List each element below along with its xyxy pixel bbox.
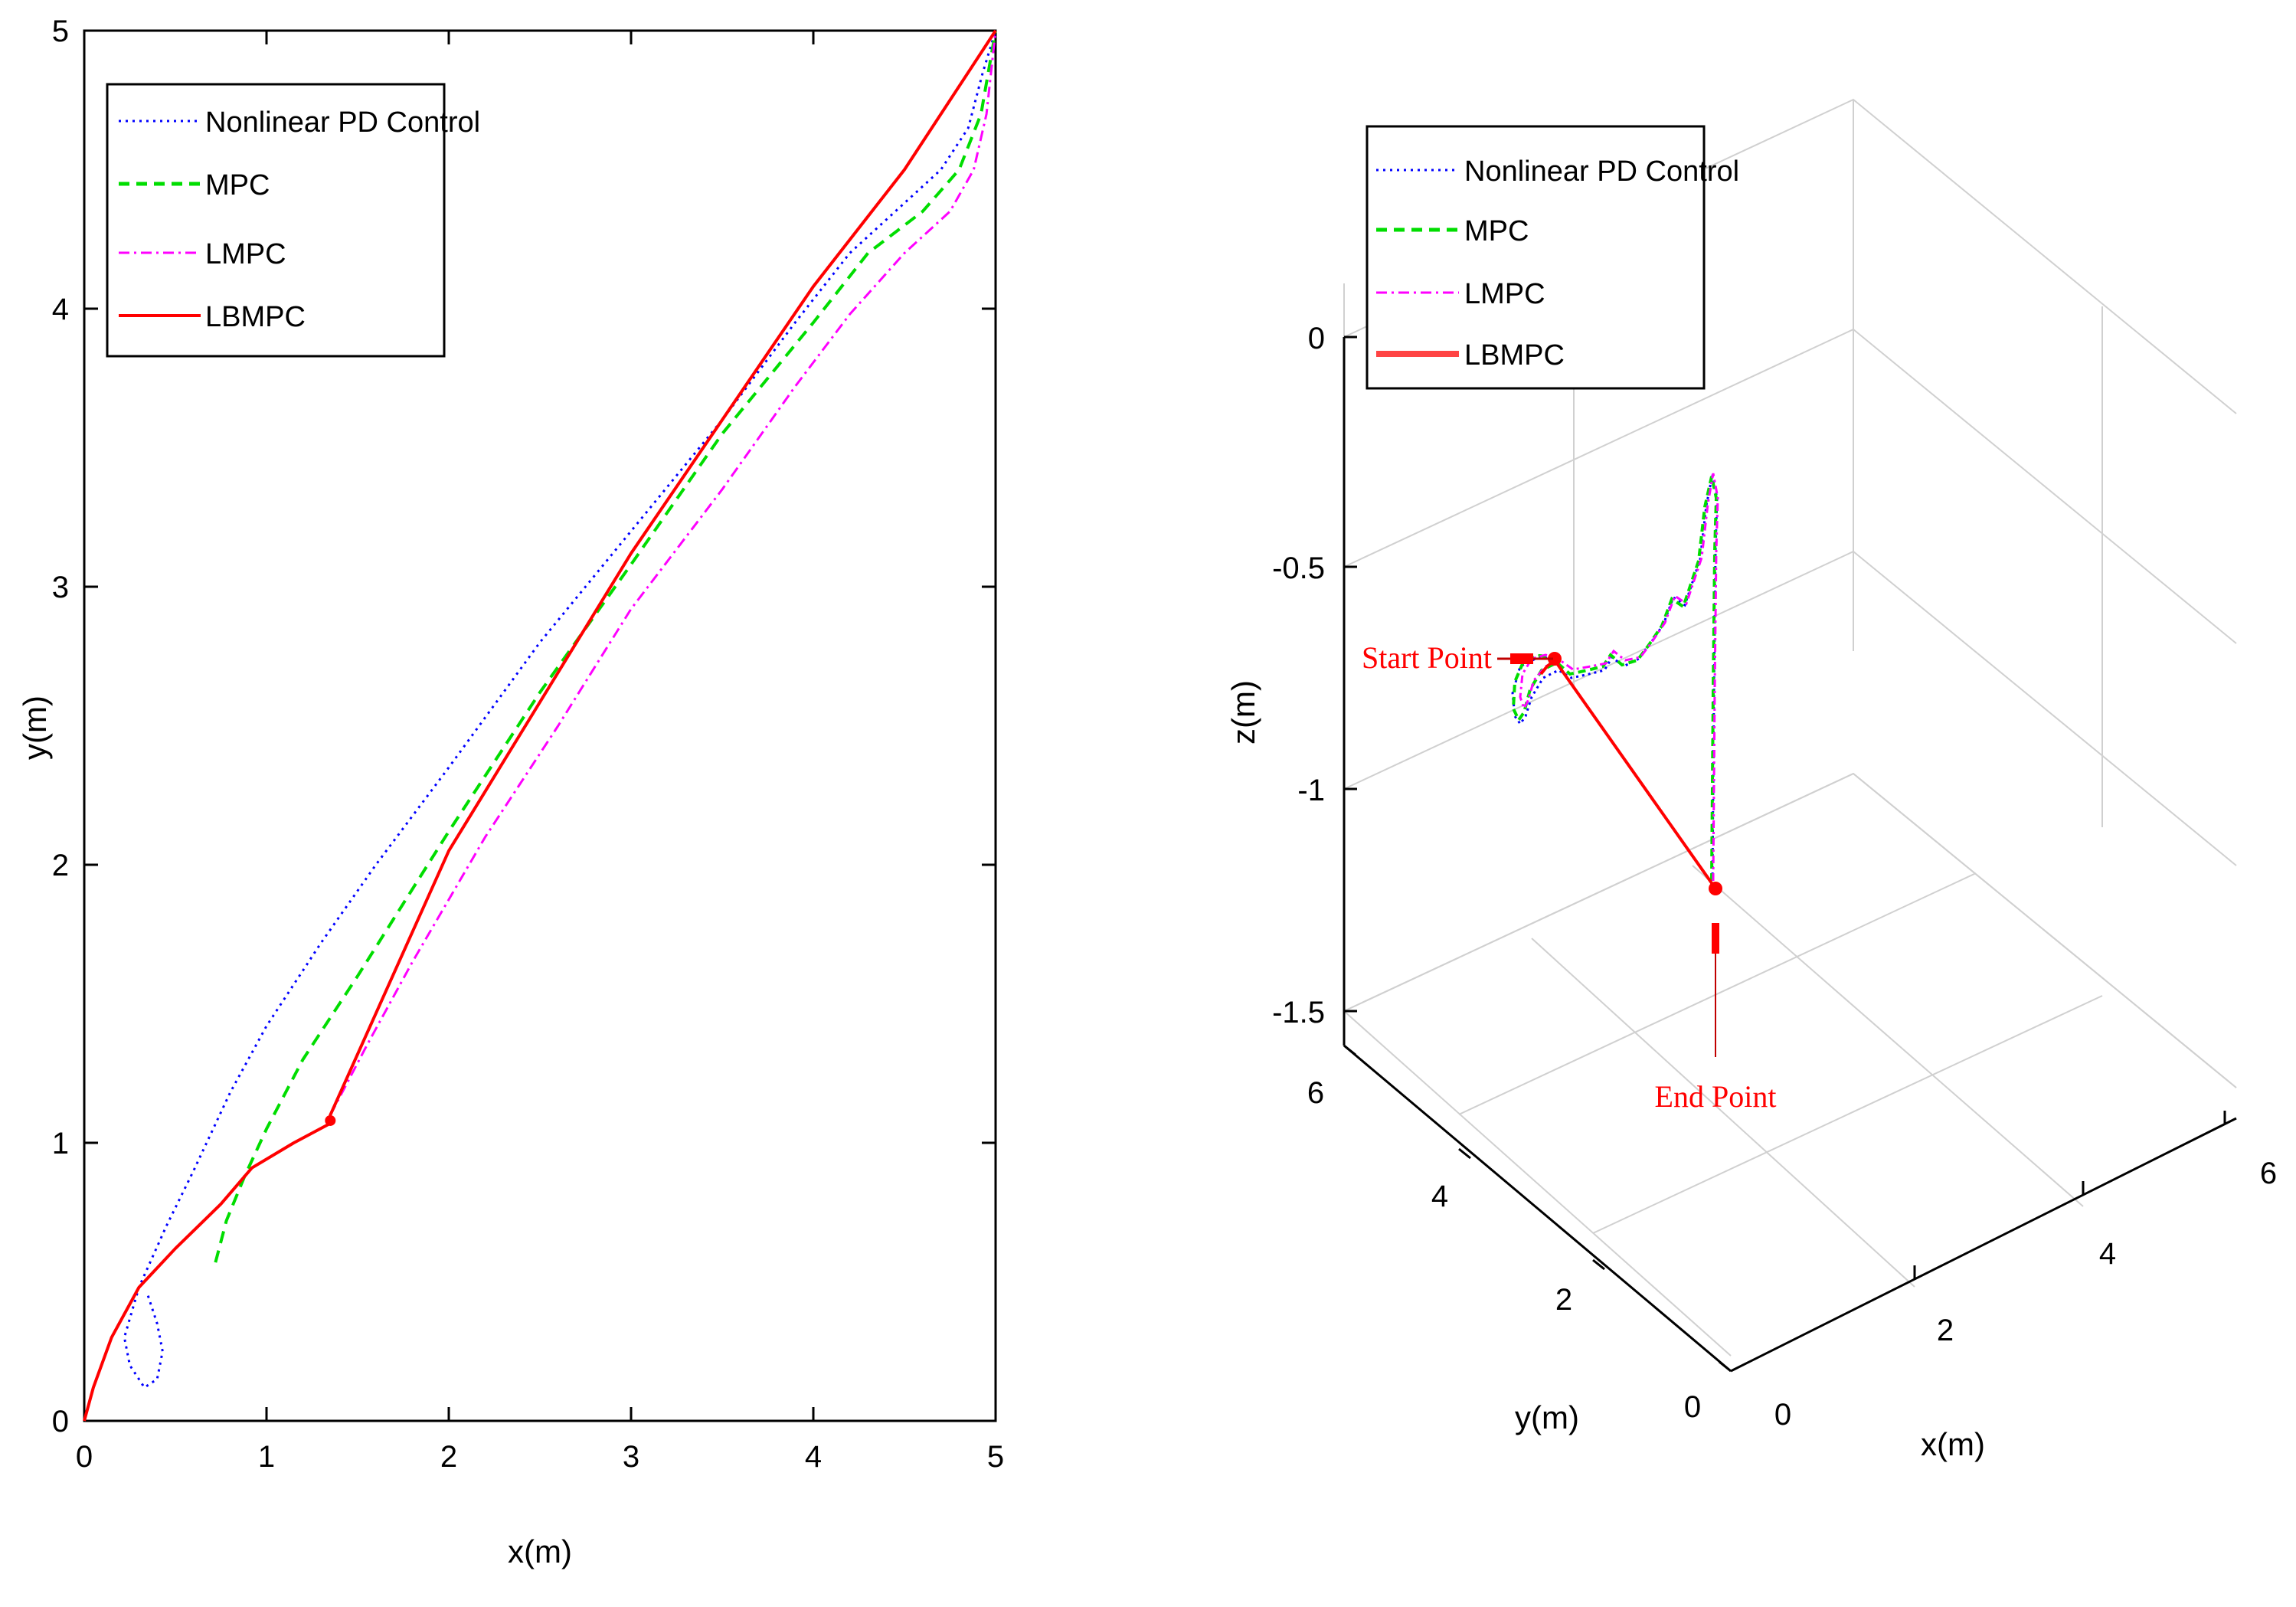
y-label: y(m) — [1515, 1399, 1579, 1435]
traj3d-lbmpc — [1539, 658, 1717, 890]
y-tick-2: 2 — [1555, 1283, 1572, 1317]
annotation-end-point: End Point — [1655, 1079, 1777, 1114]
left-ytick-label: 2 — [52, 849, 69, 882]
left-legend-label-lmpc: LMPC — [205, 238, 286, 270]
right-legend: Nonlinear PD Control MPC LMPC LBMPC — [1365, 125, 1739, 390]
left-legend-label-mpc: MPC — [205, 169, 270, 201]
start-point-bar — [1510, 653, 1533, 664]
x-tick-0: 0 — [1774, 1398, 1791, 1432]
left-xlabel: x(m) — [508, 1533, 572, 1569]
left-xtick-label: 1 — [258, 1440, 275, 1474]
x-tick-4: 4 — [2099, 1237, 2116, 1271]
x-tick-2: 2 — [1937, 1314, 1954, 1347]
x-tick-6: 6 — [2260, 1157, 2277, 1190]
x-label: x(m) — [1921, 1426, 1985, 1462]
left-legend: Nonlinear PD Control MPC LMPC LBMPC — [106, 83, 480, 358]
left-ytick-label: 5 — [52, 15, 69, 48]
end-point-bar — [1712, 923, 1719, 954]
x-axis-line — [1730, 1117, 2237, 1373]
left-legend-box — [106, 83, 446, 358]
left-series — [83, 29, 997, 1422]
y-tick-6: 6 — [1307, 1076, 1324, 1110]
left-legend-label-pd: Nonlinear PD Control — [205, 106, 480, 139]
left-lbmpc-marker — [325, 1114, 336, 1126]
z-tick-0: 0 — [1308, 322, 1325, 355]
left-ytick-label: 4 — [52, 293, 69, 326]
left-series-lbmpc — [83, 29, 997, 1422]
z-label: z(m) — [1225, 680, 1261, 745]
left-ytick-label: 3 — [52, 571, 69, 604]
z-tick-2: -1 — [1297, 774, 1325, 807]
left-ytick-label: 1 — [52, 1127, 69, 1160]
left-legend-label-lbmpc: LBMPC — [205, 301, 306, 333]
x-ticks — [1913, 1111, 2226, 1279]
traj3d-pd — [1511, 474, 1719, 882]
left-series-lmpc — [329, 30, 997, 1116]
left-xtick-label: 4 — [805, 1440, 822, 1474]
y-axis-line — [1343, 1044, 1732, 1373]
annotation-start-point: Start Point — [1362, 640, 1492, 675]
z-tick-3: -1.5 — [1272, 996, 1325, 1029]
end-point-marker — [1709, 882, 1722, 895]
y-tick-0: 0 — [1684, 1390, 1701, 1424]
right-legend-label-lmpc: LMPC — [1464, 278, 1545, 310]
left-plot: 0 1 2 3 4 5 0 1 2 3 4 5 x(m) y(m) Nonlinear PD Cont… — [17, 15, 1004, 1569]
left-xtick-label: 5 — [987, 1440, 1004, 1474]
y-ticks — [1343, 1044, 1732, 1373]
traj-3d — [1497, 473, 1722, 1057]
right-axes — [1343, 337, 2237, 1373]
left-ytick-label: 0 — [52, 1405, 69, 1438]
z-tick-1: -0.5 — [1272, 551, 1325, 585]
start-point-marker — [1548, 652, 1562, 666]
y-tick-4: 4 — [1431, 1180, 1448, 1213]
right-legend-label-pd: Nonlinear PD Control — [1464, 155, 1739, 188]
right-grid — [1343, 98, 2237, 1357]
left-xtick-label: 3 — [623, 1440, 639, 1474]
traj3d-lmpc — [1519, 473, 1719, 882]
z-ticks — [1344, 335, 1357, 1013]
right-legend-label-mpc: MPC — [1464, 215, 1529, 247]
right-plot: 0 -0.5 -1 -1.5 z(m) 6 4 2 0 y(m) 0 2 4 6… — [1225, 98, 2277, 1462]
traj3d-mpc — [1511, 476, 1719, 882]
left-ticks: 0 1 2 3 4 5 0 1 2 3 4 5 — [52, 15, 1004, 1474]
left-xtick-label: 0 — [76, 1440, 93, 1474]
right-legend-box — [1365, 125, 1706, 390]
left-ylabel: y(m) — [17, 695, 53, 760]
left-xtick-label: 2 — [440, 1440, 457, 1474]
right-legend-label-lbmpc: LBMPC — [1464, 339, 1565, 371]
